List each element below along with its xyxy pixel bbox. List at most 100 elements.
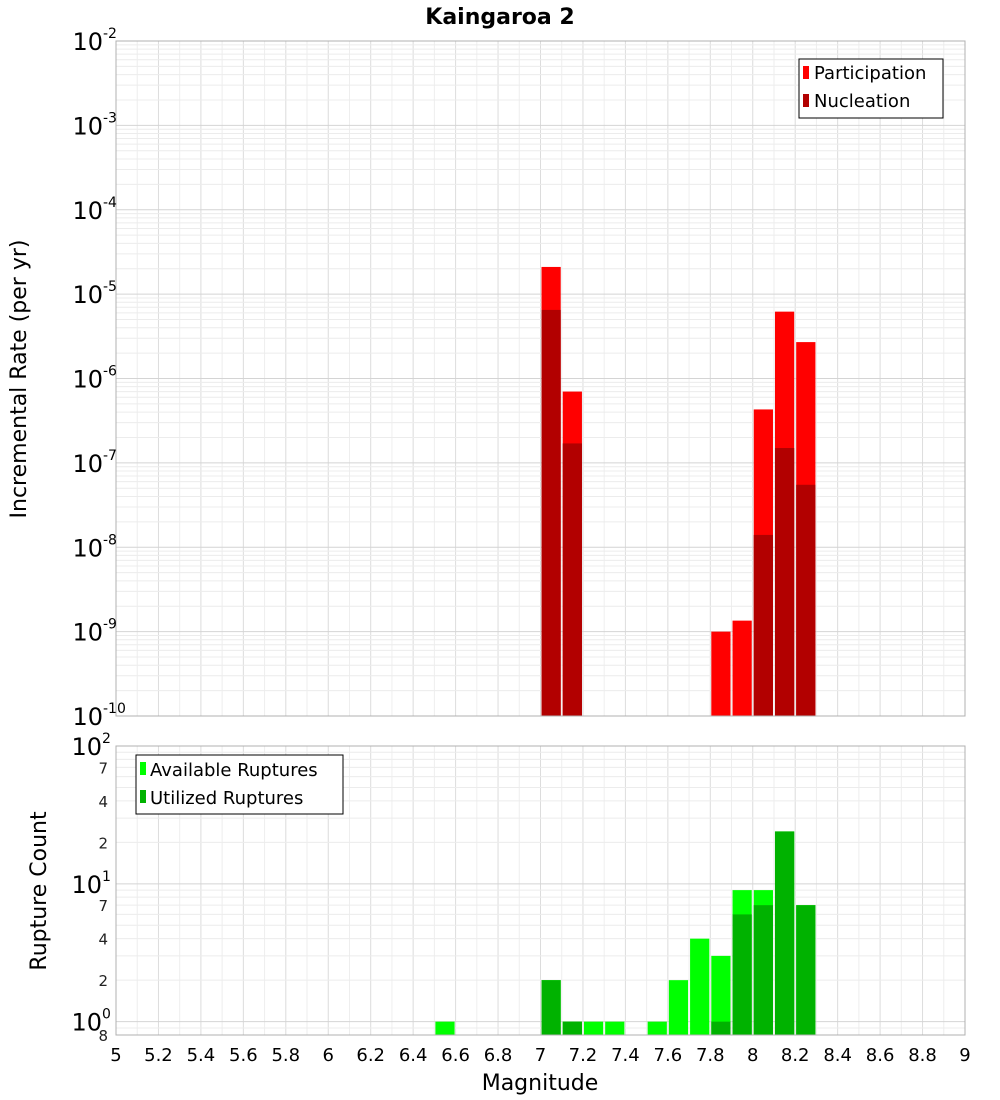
count-bar-0-0 (435, 1021, 455, 1035)
x-tick-label: 7.4 (611, 1045, 640, 1066)
rate-y-tick-exponent: -9 (103, 617, 117, 633)
rate-bar-1-2 (753, 534, 773, 716)
rate-y-tick-base: 10 (72, 28, 103, 56)
rate-y-tick-exponent: -7 (103, 448, 117, 464)
rate-y-tick-exponent: -5 (103, 279, 117, 295)
rate-y-tick: 10 -3 (72, 110, 117, 140)
rate-y-tick-exponent: -6 (103, 364, 117, 380)
count-y-tick-exponent: 2 (102, 731, 111, 747)
rate-bar-1-1 (562, 443, 582, 716)
rate-y-tick: 10 -9 (72, 617, 117, 647)
x-tick-label: 7 (535, 1045, 546, 1066)
count-bar-0-3 (583, 1021, 604, 1035)
count-y-tick-exponent: 0 (102, 1007, 111, 1023)
rate-bar-1-0 (541, 309, 561, 716)
count-y-tick: 10 2 (71, 731, 110, 761)
rate-y-tick: 10 -8 (72, 532, 117, 562)
x-tick-label: 7.2 (569, 1045, 598, 1066)
x-tick-label: 9 (959, 1045, 970, 1066)
count-bar-1-4 (753, 905, 773, 1035)
x-axis-label: Magnitude (482, 1071, 599, 1096)
legend-swatch-utilized (140, 790, 146, 803)
rate-bar-1-4 (796, 484, 816, 716)
legend-label-utilized: Utilized Ruptures (150, 788, 303, 809)
x-tick-label: 7.8 (696, 1045, 725, 1066)
count-plot-border (115, 745, 966, 1036)
x-tick-label: 8.8 (908, 1045, 937, 1066)
legend-swatch-available (140, 762, 146, 775)
x-tick-label: 5.8 (271, 1045, 300, 1066)
count-y-tick-base: 10 (71, 733, 102, 761)
rate-y-tick-exponent: -8 (103, 532, 117, 548)
rate-y-tick-base: 10 (72, 197, 103, 225)
legend-swatch-participation (803, 66, 809, 79)
rate-y-tick-base: 10 (72, 703, 103, 731)
rate-y-tick-base: 10 (72, 619, 103, 647)
legend-label-available: Available Ruptures (150, 760, 318, 781)
x-tick-label: 5.2 (144, 1045, 173, 1066)
count-y-minor-tick: 4 (98, 931, 108, 949)
x-tick-label: 6 (323, 1045, 334, 1066)
count-bars (435, 831, 816, 1035)
x-tick-label: 5.6 (229, 1045, 258, 1066)
rate-y-tick-base: 10 (72, 450, 103, 478)
count-y-tick: 10 0 (71, 1007, 110, 1037)
count-legend-box (135, 754, 344, 815)
rate-y-tick-base: 10 (72, 366, 103, 394)
x-tick-label: 6.2 (356, 1045, 385, 1066)
x-tick-label: 5.4 (187, 1045, 216, 1066)
x-tick-label: 6.6 (441, 1045, 470, 1066)
rate-y-tick-exponent: -10 (103, 701, 126, 717)
rate-y-tick: 10 -4 (72, 195, 117, 225)
rate-y-tick-exponent: -4 (103, 195, 117, 211)
x-tick-label: 8 (747, 1045, 758, 1066)
count-legend: Available Ruptures Utilized Ruptures (135, 754, 344, 815)
rate-y-tick-base: 10 (72, 534, 103, 562)
rate-plot-border (115, 40, 966, 717)
rate-legend: Participation Nucleation (798, 58, 944, 119)
count-bar-0-7 (690, 938, 710, 1035)
legend-swatch-nucleation (803, 94, 809, 107)
legend-label-participation: Participation (814, 63, 926, 84)
rate-bar-0-3 (732, 620, 752, 716)
rate-legend-box (798, 58, 944, 119)
rate-bar-1-3 (774, 448, 795, 716)
x-ticks: 5 5.2 5.4 5.6 5.8 6 6.2 6.4 6.6 6.8 7 7.2 7.4 7.6 7.8 8… (110, 1045, 970, 1066)
count-bar-1-6 (796, 905, 816, 1035)
x-tick-label: 7.6 (654, 1045, 683, 1066)
rate-y-tick-exponent: -2 (103, 26, 117, 42)
count-y-tick: 10 1 (71, 869, 110, 899)
count-bar-1-0 (541, 980, 561, 1035)
count-bar-1-1 (562, 1021, 582, 1035)
count-y-axis-label: Rupture Count (27, 811, 52, 971)
rate-grid (115, 41, 966, 717)
x-tick-label: 8.4 (823, 1045, 852, 1066)
rate-y-tick-base: 10 (72, 281, 103, 309)
rate-bars (541, 266, 816, 717)
legend-label-nucleation: Nucleation (814, 91, 910, 112)
rate-y-tick-exponent: -3 (103, 110, 117, 126)
count-y-tick-base: 10 (71, 1009, 102, 1037)
count-bar-0-8 (711, 955, 731, 1035)
rate-y-tick: 10 -6 (72, 364, 117, 394)
rate-y-tick: 10 -7 (72, 448, 117, 478)
count-y-minor-tick: 4 (98, 793, 108, 811)
count-y-minor-tick: 2 (98, 834, 108, 852)
count-bar-0-6 (668, 980, 689, 1035)
rate-y-tick: 10 -2 (72, 26, 117, 56)
rate-y-tick: 10 -5 (72, 279, 117, 309)
count-bar-0-4 (605, 1021, 625, 1035)
count-bar-0-5 (647, 1021, 667, 1035)
count-y-tick-exponent: 1 (102, 869, 111, 885)
count-y-minor-tick: 7 (98, 897, 108, 915)
count-bar-1-2 (711, 1021, 731, 1035)
count-bar-1-3 (732, 914, 752, 1035)
count-y-tick-base: 10 (71, 871, 102, 899)
rate-y-tick: 10 -10 (72, 701, 125, 731)
x-tick-label: 5 (110, 1045, 121, 1066)
chart-title: Kaingaroa 2 (425, 5, 574, 30)
